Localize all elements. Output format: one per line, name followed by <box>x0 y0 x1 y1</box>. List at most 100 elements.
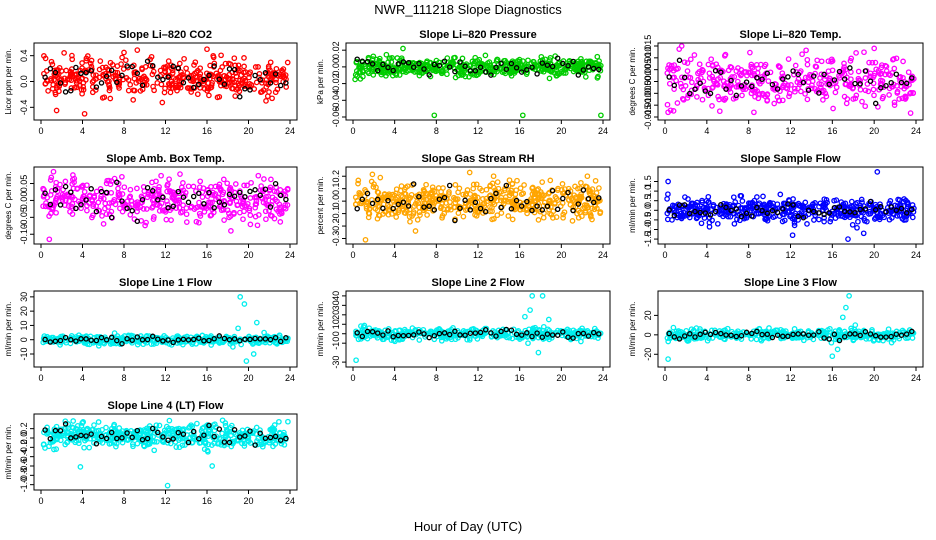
reference-point <box>83 197 89 203</box>
reference-point <box>596 195 602 201</box>
reference-point <box>364 190 371 197</box>
data-point <box>578 191 584 198</box>
data-point <box>848 76 854 83</box>
reference-point <box>549 187 556 194</box>
data-point <box>78 75 85 82</box>
data-point <box>664 216 671 223</box>
data-point <box>370 53 377 60</box>
data-point <box>772 81 778 87</box>
reference-point <box>436 62 443 69</box>
data-point <box>424 58 430 65</box>
reference-point <box>201 201 207 207</box>
data-point <box>161 89 168 96</box>
reference-point <box>262 186 269 192</box>
data-point <box>812 63 819 70</box>
x-tick-label: 4 <box>704 373 709 383</box>
data-point <box>439 212 446 219</box>
outlier-point <box>353 357 359 364</box>
panel-title: Slope Line 1 Flow <box>119 277 212 289</box>
data-point <box>272 89 279 96</box>
data-point <box>193 340 199 347</box>
reference-point <box>852 80 858 87</box>
data-point <box>276 206 283 213</box>
data-point <box>791 85 798 92</box>
reference-point <box>52 69 59 76</box>
data-point <box>718 210 725 216</box>
y-tick-label: 0.010 <box>643 47 653 70</box>
data-point <box>678 84 685 90</box>
y-tick-label: -30 <box>331 356 341 369</box>
data-point <box>587 187 593 194</box>
data-point <box>163 216 170 223</box>
x-tick-label: 16 <box>202 373 212 383</box>
reference-point <box>676 202 683 208</box>
reference-point <box>898 79 905 86</box>
data-point <box>583 203 590 209</box>
reference-point <box>524 198 530 205</box>
data-point <box>818 58 825 65</box>
reference-point <box>359 58 366 65</box>
x-tick-label: 24 <box>285 126 295 136</box>
data-point <box>804 61 811 68</box>
reference-point <box>78 201 84 208</box>
reference-point <box>857 206 863 213</box>
data-point <box>108 208 115 215</box>
data-point <box>420 69 427 75</box>
data-point <box>83 57 90 64</box>
data-point <box>197 178 204 185</box>
data-point <box>429 189 435 196</box>
data-point <box>480 65 487 71</box>
data-point <box>531 195 537 201</box>
data-point <box>779 97 786 104</box>
data-point <box>183 219 190 225</box>
data-point <box>734 78 741 85</box>
data-point <box>699 199 706 206</box>
reference-point <box>671 212 678 219</box>
reference-point <box>544 62 551 68</box>
data-point <box>498 194 505 201</box>
reference-point <box>155 74 161 80</box>
data-point <box>896 212 903 219</box>
data-point <box>849 221 856 228</box>
x-tick-label: 12 <box>160 250 170 260</box>
reference-point <box>211 205 217 211</box>
data-point <box>867 210 874 217</box>
data-point <box>867 201 874 207</box>
data-point <box>68 85 75 91</box>
reference-point <box>681 74 688 81</box>
panel-title: Slope Amb. Box Temp. <box>106 153 225 165</box>
reference-point <box>216 333 223 339</box>
reference-point <box>570 58 576 65</box>
data-point <box>382 209 389 215</box>
data-point <box>276 418 282 425</box>
data-point <box>284 202 291 208</box>
x-tick-label: 8 <box>746 126 751 136</box>
data-point <box>714 81 721 88</box>
data-point <box>900 74 906 81</box>
data-point <box>798 88 804 95</box>
data-point <box>489 216 495 223</box>
data-point <box>727 213 734 220</box>
data-point <box>363 205 370 212</box>
data-point <box>72 196 78 203</box>
data-point <box>80 182 86 189</box>
data-point <box>240 216 246 223</box>
data-point <box>363 203 370 210</box>
data-point <box>139 65 145 71</box>
data-point <box>63 67 70 74</box>
data-point <box>792 62 799 69</box>
reference-point <box>580 187 587 193</box>
x-tick-label: 20 <box>243 250 253 260</box>
reference-point <box>62 334 69 341</box>
x-tick-label: 20 <box>556 373 566 383</box>
data-point <box>221 217 227 223</box>
reference-point <box>216 76 223 83</box>
reference-point <box>103 73 110 80</box>
data-point <box>827 218 834 225</box>
data-point <box>552 63 559 70</box>
data-point <box>452 181 459 188</box>
y-tick-label: -0.1 <box>331 206 341 222</box>
data-point <box>61 75 68 82</box>
x-tick-label: 16 <box>827 126 837 136</box>
reference-point <box>134 70 141 77</box>
